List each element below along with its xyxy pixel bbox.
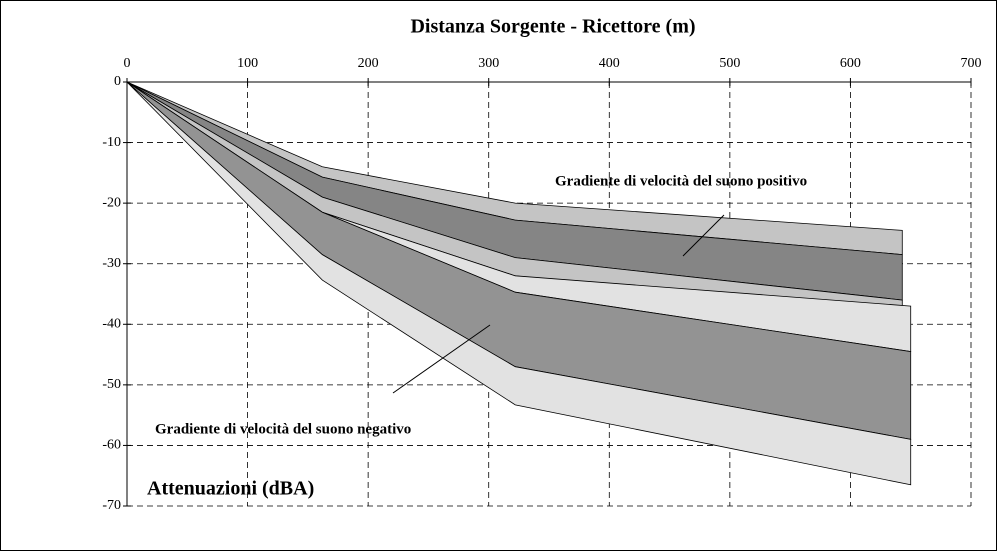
- y-tick-label: -30: [102, 256, 121, 271]
- y-axis-label: Attenuazioni (dBA): [147, 478, 314, 500]
- band: [126, 81, 912, 486]
- x-tick-label: 700: [961, 56, 982, 71]
- x-tick-label: 500: [719, 56, 740, 71]
- x-tick-label: 100: [237, 56, 258, 71]
- x-tick-label: 0: [124, 56, 131, 71]
- leader-line: [392, 324, 491, 394]
- y-tick-label: -40: [102, 317, 121, 332]
- annotation: Gradiente di velocità del suono negativo: [155, 421, 411, 437]
- x-tick-label: 600: [840, 56, 861, 71]
- x-tick-label: 200: [358, 56, 379, 71]
- x-tick-label: 400: [599, 56, 620, 71]
- x-tick-label: 300: [478, 56, 499, 71]
- bands: [126, 81, 912, 486]
- chart-title: Distanza Sorgente - Ricettore (m): [410, 16, 695, 38]
- y-tick-label: -60: [102, 438, 121, 453]
- annotation: Gradiente di velocità del suono positivo: [555, 173, 807, 189]
- y-tick-label: 0: [114, 74, 121, 89]
- leader-line: [682, 214, 725, 257]
- y-tick-label: -70: [102, 498, 121, 513]
- y-tick-label: -50: [102, 377, 121, 392]
- y-tick-label: -20: [102, 195, 121, 210]
- axes: 0 100 200 300 400 500 600 700 0 -10 -20 -30 -40 -50 -6…: [102, 56, 981, 513]
- y-tick-label: -10: [102, 135, 121, 150]
